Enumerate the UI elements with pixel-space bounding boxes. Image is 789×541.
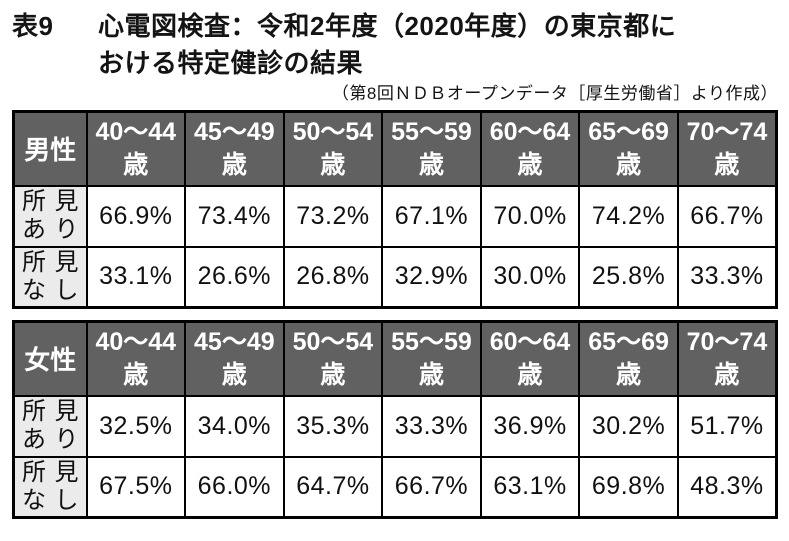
age-range: 50〜54 xyxy=(292,117,374,146)
value-cell: 66.0% xyxy=(184,455,285,519)
age-suffix: 歳 xyxy=(221,150,247,179)
value-cell: 74.2% xyxy=(578,184,679,248)
age-range: 55〜59 xyxy=(391,327,472,356)
age-suffix: 歳 xyxy=(616,360,642,389)
value-cell: 26.6% xyxy=(184,245,285,309)
source-note: （第8回ＮＤＢオープンデータ［厚生労働省］より作成） xyxy=(331,84,778,103)
age-header: 40〜44 歳 xyxy=(85,110,187,187)
age-header: 55〜59 歳 xyxy=(381,110,482,187)
age-header: 50〜54 歳 xyxy=(282,320,384,397)
title-text: 心電図検査：令和2年度（2020年度）の東京都に おける特定健診の結果 xyxy=(98,8,778,82)
value-cell: 26.8% xyxy=(282,245,384,309)
female-findings-no-row: 所見 なし 67.5% 66.0% 64.7% 66.7% 63.1% 69.8%… xyxy=(12,455,778,519)
age-range: 55〜59 xyxy=(391,117,472,146)
age-suffix: 歳 xyxy=(517,360,543,389)
value-cell: 32.9% xyxy=(381,245,482,309)
value-cell: 25.8% xyxy=(578,245,679,309)
value-cell: 35.3% xyxy=(282,394,384,458)
row-label-line: なし xyxy=(22,486,79,514)
male-findings-no-row: 所見 なし 33.1% 26.6% 26.8% 32.9% 30.0% 25.8%… xyxy=(12,245,778,309)
age-range: 70〜74 xyxy=(686,117,768,146)
age-header: 65〜69 歳 xyxy=(578,110,679,187)
age-header: 45〜49 歳 xyxy=(184,320,285,397)
row-label-findings-no: 所見 なし xyxy=(12,245,88,309)
row-label-line: 所見 xyxy=(22,458,79,486)
value-cell: 30.0% xyxy=(479,245,581,309)
value-cell: 69.8% xyxy=(578,455,679,519)
age-range: 40〜44 xyxy=(95,327,177,356)
male-table: 男性 40〜44 歳 45〜49 歳 50〜54 歳 55〜59 歳 60〜64 歳 65… xyxy=(12,110,778,309)
title-line-2: おける特定健診の結果 xyxy=(98,48,364,78)
age-range: 45〜49 xyxy=(194,117,275,146)
age-range: 50〜54 xyxy=(292,327,374,356)
male-findings-yes-row: 所見 あり 66.9% 73.4% 73.2% 67.1% 70.0% 74.2%… xyxy=(12,184,778,248)
age-range: 40〜44 xyxy=(95,117,177,146)
row-label-line: なし xyxy=(22,276,79,304)
row-label-line: 所見 xyxy=(22,188,79,215)
table-number: 表9 xyxy=(12,11,54,41)
value-cell: 66.7% xyxy=(676,184,778,248)
female-table: 女性 40〜44 歳 45〜49 歳 50〜54 歳 55〜59 歳 60〜64 歳 65… xyxy=(12,320,778,519)
value-cell: 33.1% xyxy=(85,245,187,309)
value-cell: 36.9% xyxy=(479,394,581,458)
value-cell: 64.7% xyxy=(282,455,384,519)
age-suffix: 歳 xyxy=(320,150,346,179)
age-suffix: 歳 xyxy=(320,360,346,389)
age-range: 60〜64 xyxy=(489,117,571,146)
value-cell: 66.7% xyxy=(381,455,482,519)
group-header-female: 女性 xyxy=(12,320,88,397)
value-cell: 48.3% xyxy=(676,455,778,519)
value-cell: 34.0% xyxy=(184,394,285,458)
age-header: 55〜59 歳 xyxy=(381,320,482,397)
age-range: 65〜69 xyxy=(588,327,669,356)
row-label-line: 所見 xyxy=(22,248,79,276)
age-suffix: 歳 xyxy=(418,150,444,179)
page-title: 表9 心電図検査：令和2年度（2020年度）の東京都に おける特定健診の結果 xyxy=(12,8,778,82)
value-cell: 73.2% xyxy=(282,184,384,248)
age-suffix: 歳 xyxy=(123,150,149,179)
age-suffix: 歳 xyxy=(714,150,740,179)
row-label-line: 所見 xyxy=(22,398,79,425)
row-label-findings-yes: 所見 あり xyxy=(12,394,88,458)
age-header: 60〜64 歳 xyxy=(479,110,581,187)
age-header: 40〜44 歳 xyxy=(85,320,187,397)
value-cell: 70.0% xyxy=(479,184,581,248)
age-suffix: 歳 xyxy=(123,360,149,389)
age-header: 70〜74 歳 xyxy=(676,110,778,187)
age-suffix: 歳 xyxy=(221,360,247,389)
row-label-line: あり xyxy=(22,426,79,453)
age-range: 60〜64 xyxy=(489,327,571,356)
row-label-findings-no: 所見 なし xyxy=(12,455,88,519)
value-cell: 32.5% xyxy=(85,394,187,458)
row-label-line: あり xyxy=(22,216,79,243)
row-label-findings-yes: 所見 あり xyxy=(12,184,88,248)
value-cell: 30.2% xyxy=(578,394,679,458)
value-cell: 66.9% xyxy=(85,184,187,248)
age-header: 50〜54 歳 xyxy=(282,110,384,187)
age-header: 60〜64 歳 xyxy=(479,320,581,397)
value-cell: 33.3% xyxy=(381,394,482,458)
female-findings-yes-row: 所見 あり 32.5% 34.0% 35.3% 33.3% 36.9% 30.2%… xyxy=(12,394,778,458)
age-range: 45〜49 xyxy=(194,327,275,356)
age-header: 70〜74 歳 xyxy=(676,320,778,397)
age-suffix: 歳 xyxy=(714,360,740,389)
age-suffix: 歳 xyxy=(517,150,543,179)
value-cell: 33.3% xyxy=(676,245,778,309)
group-header-male: 男性 xyxy=(12,110,88,187)
age-header: 45〜49 歳 xyxy=(184,110,285,187)
age-range: 70〜74 xyxy=(686,327,768,356)
value-cell: 51.7% xyxy=(676,394,778,458)
value-cell: 63.1% xyxy=(479,455,581,519)
value-cell: 67.1% xyxy=(381,184,482,248)
age-range: 65〜69 xyxy=(588,117,669,146)
value-cell: 73.4% xyxy=(184,184,285,248)
value-cell: 67.5% xyxy=(85,455,187,519)
male-header-row: 男性 40〜44 歳 45〜49 歳 50〜54 歳 55〜59 歳 60〜64 歳 65… xyxy=(12,110,778,187)
age-header: 65〜69 歳 xyxy=(578,320,679,397)
age-suffix: 歳 xyxy=(418,360,444,389)
title-line-1: 心電図検査：令和2年度（2020年度）の東京都に xyxy=(98,11,677,41)
age-suffix: 歳 xyxy=(616,150,642,179)
female-header-row: 女性 40〜44 歳 45〜49 歳 50〜54 歳 55〜59 歳 60〜64 歳 65… xyxy=(12,320,778,397)
